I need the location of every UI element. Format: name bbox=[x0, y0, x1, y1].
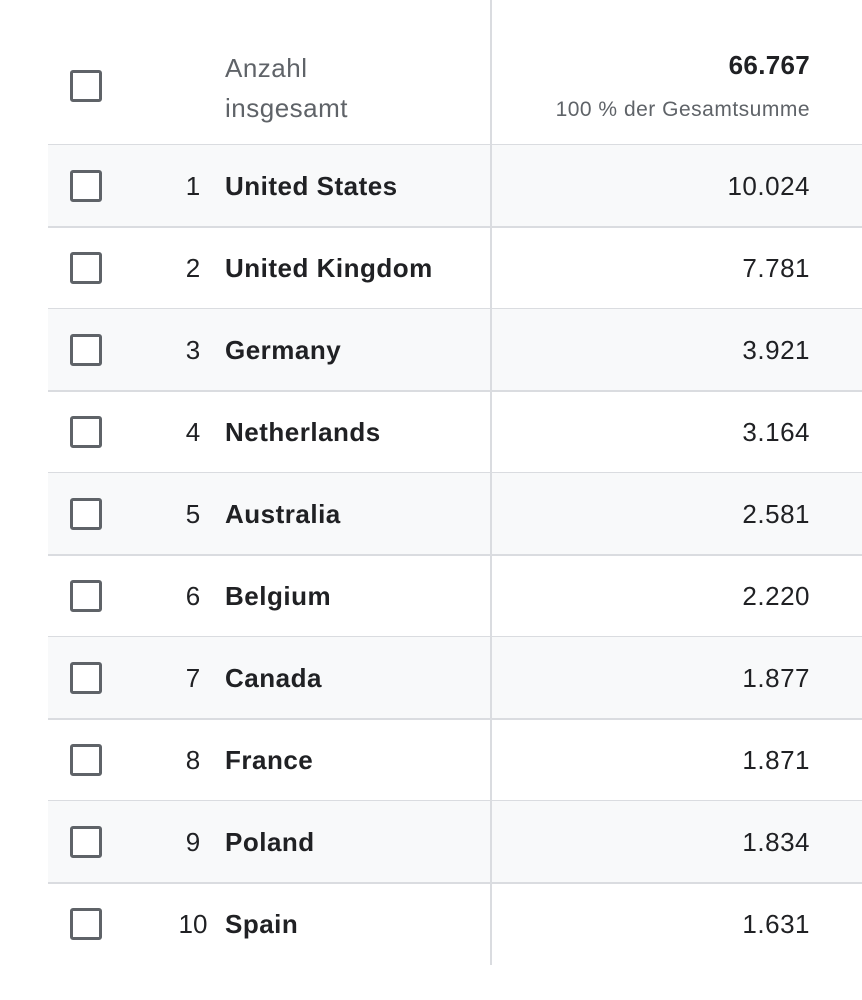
row-rank: 4 bbox=[185, 417, 201, 447]
row-rank: 9 bbox=[185, 827, 201, 857]
total-value: 66.767 bbox=[728, 50, 810, 80]
table-row[interactable]: 3 Germany 3.921 bbox=[48, 309, 862, 392]
row-value: 3.921 bbox=[742, 335, 810, 365]
row-checkbox[interactable] bbox=[70, 334, 102, 366]
row-value: 1.877 bbox=[742, 663, 810, 693]
column-divider bbox=[490, 0, 492, 965]
row-divider bbox=[48, 554, 862, 556]
row-value: 2.581 bbox=[742, 499, 810, 529]
row-checkbox[interactable] bbox=[70, 744, 102, 776]
row-rank: 5 bbox=[185, 499, 201, 529]
table-row[interactable]: 6 Belgium 2.220 bbox=[48, 555, 862, 638]
table-row[interactable]: 8 France 1.871 bbox=[48, 719, 862, 802]
row-rank: 1 bbox=[185, 171, 201, 201]
row-divider bbox=[48, 390, 862, 392]
row-value: 1.871 bbox=[742, 745, 810, 775]
row-value: 1.631 bbox=[742, 909, 810, 939]
row-value: 2.220 bbox=[742, 581, 810, 611]
row-checkbox[interactable] bbox=[70, 580, 102, 612]
table-row[interactable]: 2 United Kingdom 7.781 bbox=[48, 227, 862, 310]
row-checkbox[interactable] bbox=[70, 416, 102, 448]
row-checkbox[interactable] bbox=[70, 826, 102, 858]
row-checkbox[interactable] bbox=[70, 170, 102, 202]
row-country[interactable]: France bbox=[225, 745, 314, 775]
row-divider bbox=[48, 882, 862, 884]
column-header-label[interactable]: Anzahl insgesamt bbox=[225, 48, 348, 128]
select-all-checkbox[interactable] bbox=[70, 70, 102, 102]
table-row[interactable]: 7 Canada 1.877 bbox=[48, 637, 862, 720]
row-value: 7.781 bbox=[742, 253, 810, 283]
table-row[interactable]: 1 United States 10.024 bbox=[48, 145, 862, 228]
row-rank: 8 bbox=[185, 745, 201, 775]
row-divider bbox=[48, 226, 862, 228]
row-checkbox[interactable] bbox=[70, 908, 102, 940]
row-country[interactable]: Belgium bbox=[225, 581, 332, 611]
table-row[interactable]: 5 Australia 2.581 bbox=[48, 473, 862, 556]
column-header-label-line2: insgesamt bbox=[225, 93, 348, 123]
row-country[interactable]: Spain bbox=[225, 909, 299, 939]
total-percentage-label: 100 % der Gesamtsumme bbox=[555, 98, 810, 121]
row-rank: 7 bbox=[185, 663, 201, 693]
row-divider bbox=[48, 718, 862, 720]
row-checkbox[interactable] bbox=[70, 662, 102, 694]
row-rank: 2 bbox=[185, 253, 201, 283]
row-value: 1.834 bbox=[742, 827, 810, 857]
row-country[interactable]: Canada bbox=[225, 663, 322, 693]
table-row[interactable]: 4 Netherlands 3.164 bbox=[48, 391, 862, 474]
row-country[interactable]: Poland bbox=[225, 827, 315, 857]
row-country[interactable]: Australia bbox=[225, 499, 341, 529]
row-checkbox[interactable] bbox=[70, 498, 102, 530]
row-checkbox[interactable] bbox=[70, 252, 102, 284]
column-header-label-line1: Anzahl bbox=[225, 53, 308, 83]
table-header-row: Anzahl insgesamt 66.767 100 % der Gesamt… bbox=[0, 0, 862, 145]
row-country[interactable]: Netherlands bbox=[225, 417, 381, 447]
row-value: 10.024 bbox=[727, 171, 810, 201]
table-row[interactable]: 9 Poland 1.834 bbox=[48, 801, 862, 884]
row-rank: 10 bbox=[178, 909, 208, 939]
row-country[interactable]: United States bbox=[225, 171, 398, 201]
row-country[interactable]: United Kingdom bbox=[225, 253, 433, 283]
row-rank: 3 bbox=[185, 335, 201, 365]
row-rank: 6 bbox=[185, 581, 201, 611]
row-value: 3.164 bbox=[742, 417, 810, 447]
row-country[interactable]: Germany bbox=[225, 335, 342, 365]
table-row[interactable]: 10 Spain 1.631 bbox=[48, 883, 862, 965]
